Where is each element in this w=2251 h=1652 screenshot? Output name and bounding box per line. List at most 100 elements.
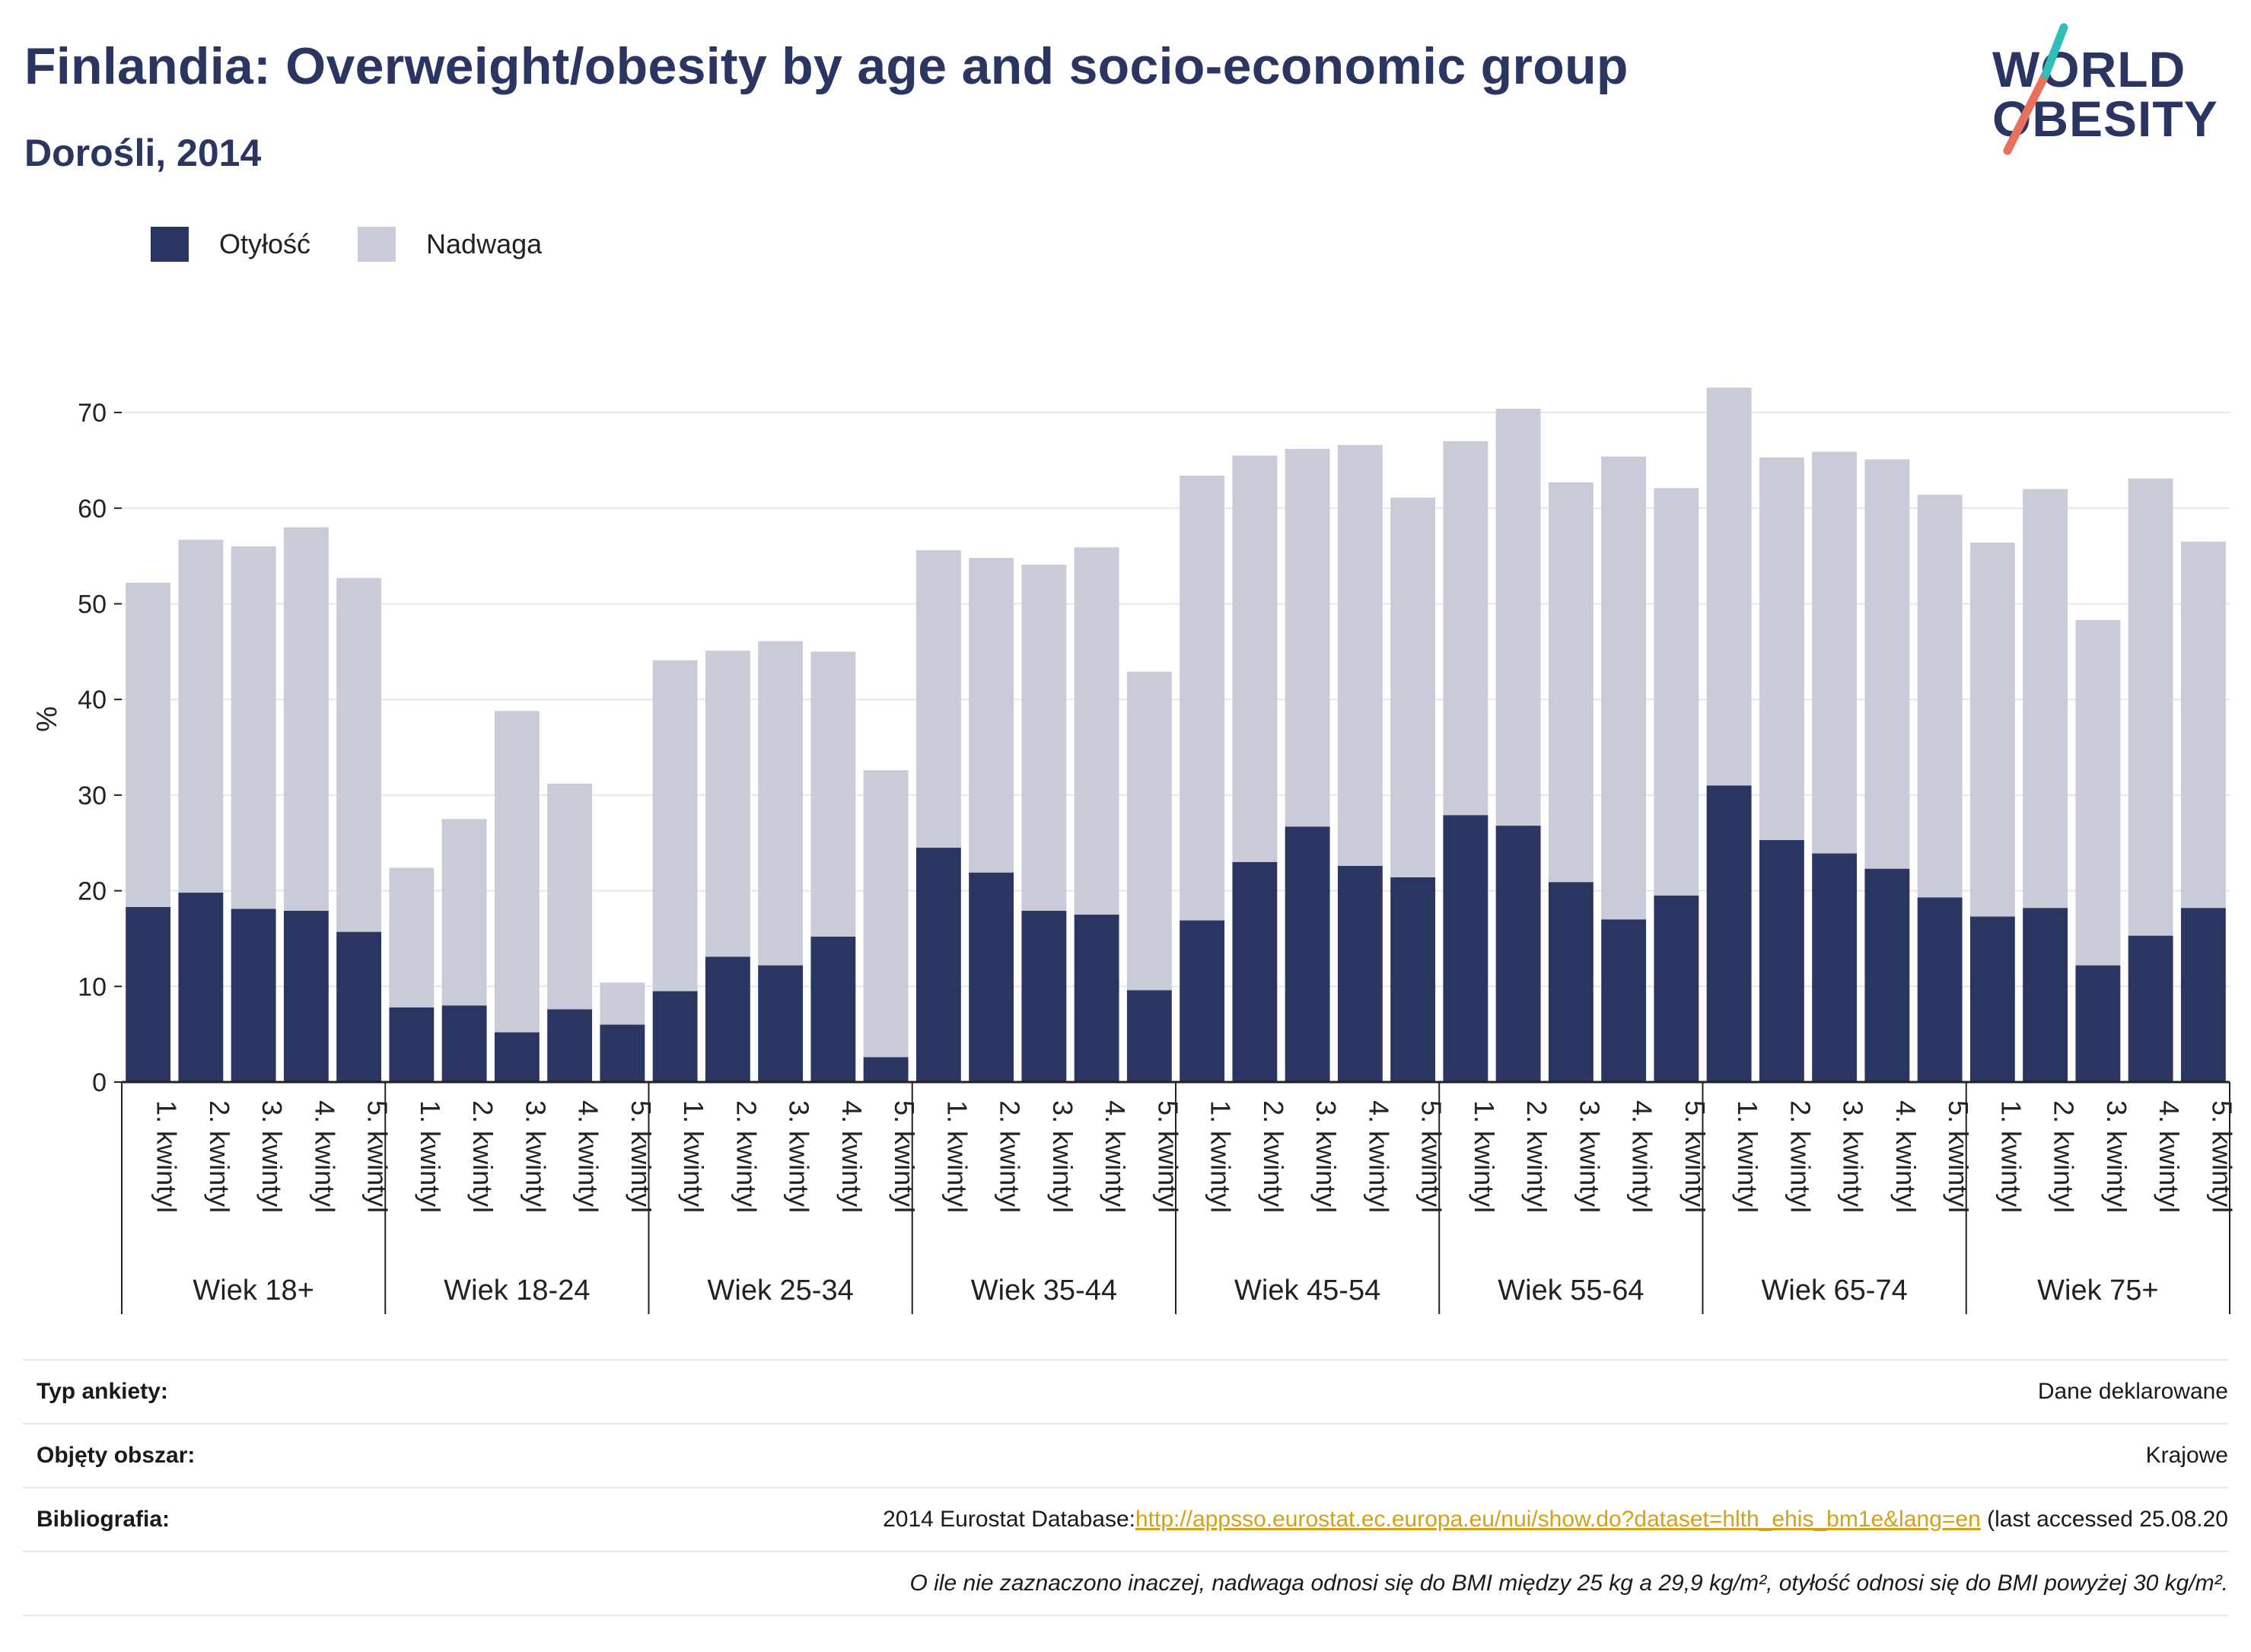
y-tick-label: 10 <box>78 972 107 1001</box>
x-tick-label: 1. kwintyl <box>1205 1100 1237 1213</box>
bar-overweight <box>2075 619 2121 966</box>
bar-obesity <box>1126 990 1172 1082</box>
bar-obesity <box>441 1005 487 1082</box>
bar-obesity <box>1917 897 1963 1082</box>
bibliography-link[interactable]: http://appsso.eurostat.ec.europa.eu/nui/… <box>1135 1507 1981 1532</box>
y-tick-label: 20 <box>78 877 107 906</box>
x-tick-label: 3. kwintyl <box>2101 1100 2132 1213</box>
bar-obesity <box>652 991 698 1082</box>
x-tick-label: 1. kwintyl <box>1469 1100 1500 1213</box>
bar-obesity <box>1021 910 1067 1082</box>
legend-swatch-overweight <box>358 227 396 262</box>
bar-obesity <box>1337 865 1383 1082</box>
bar-overweight <box>1126 671 1172 991</box>
bar-obesity <box>915 848 961 1082</box>
x-tick-label: 5. kwintyl <box>362 1100 393 1213</box>
bar-obesity <box>1180 920 1225 1082</box>
bar-obesity <box>1969 916 2015 1082</box>
bar-overweight <box>1601 456 1647 920</box>
bar-obesity <box>1548 882 1594 1082</box>
bar-overweight <box>915 550 961 848</box>
definition-note: O ile nie zaznaczono inaczej, nadwaga od… <box>909 1571 2228 1596</box>
x-tick-label: 5. kwintyl <box>1943 1100 1974 1213</box>
info-row-survey-type: Typ ankiety: Dane deklarowane <box>23 1359 2228 1423</box>
x-tick-label: 5. kwintyl <box>626 1100 657 1213</box>
bar-overweight <box>1232 455 1278 862</box>
bar-obesity <box>389 1007 435 1082</box>
bar-overweight <box>1917 495 1963 898</box>
bar-obesity <box>1706 785 1752 1082</box>
bar-overweight <box>863 770 909 1058</box>
bar-overweight <box>652 660 698 992</box>
group-label: Wiek 65-74 <box>1762 1275 1908 1307</box>
bar-overweight <box>494 711 540 1033</box>
y-tick-label: 70 <box>78 399 107 428</box>
bar-chart: 0 10 20 30 40 50 60 70% 1. kwintyl 2. kwintyl 3. k… <box>31 387 2237 1314</box>
bar-obesity <box>1285 826 1330 1082</box>
chart-subtitle: Dorośli, 2014 <box>24 132 262 174</box>
x-tick-label: 1. kwintyl <box>941 1100 973 1213</box>
x-tick-label: 4. kwintyl <box>309 1100 340 1213</box>
info-row-coverage: Objęty obszar: Krajowe <box>23 1423 2228 1487</box>
bar-overweight <box>1443 441 1488 816</box>
x-tick-label: 1. kwintyl <box>678 1100 709 1213</box>
bar-obesity <box>758 965 804 1082</box>
y-tick-label: 30 <box>78 781 107 810</box>
coverage-value: Krajowe <box>2145 1443 2228 1468</box>
legend-label-overweight: Nadwaga <box>426 228 543 259</box>
x-tick-label: 4. kwintyl <box>2154 1100 2185 1213</box>
bar-obesity <box>1601 919 1647 1082</box>
bar-overweight <box>1759 457 1804 840</box>
bar-overweight <box>126 582 171 907</box>
x-tick-label: 3. kwintyl <box>1838 1100 1869 1213</box>
bar-obesity <box>1864 868 1910 1082</box>
bar-overweight <box>1390 497 1436 878</box>
bar-overweight <box>705 651 750 957</box>
y-tick-label: 60 <box>78 495 107 524</box>
x-tick-label: 1. kwintyl <box>1732 1100 1763 1213</box>
x-tick-label: 2. kwintyl <box>995 1100 1026 1213</box>
bar-overweight <box>1706 387 1752 786</box>
bar-obesity <box>2075 965 2121 1082</box>
bar-obesity <box>283 910 329 1082</box>
bar-overweight <box>2128 478 2173 936</box>
bar-overweight <box>441 819 487 1006</box>
group-label: Wiek 75+ <box>2037 1275 2158 1307</box>
group-label: Wiek 45-54 <box>1234 1275 1380 1307</box>
logo-slash-icon <box>2003 23 2068 155</box>
bar-obesity <box>547 1009 593 1082</box>
bar-obesity <box>600 1024 645 1082</box>
x-tick-label: 5. kwintyl <box>889 1100 920 1213</box>
bar-overweight <box>1495 409 1541 826</box>
bar-overweight <box>547 783 593 1010</box>
bar-obesity <box>1390 877 1436 1082</box>
bar-overweight <box>1021 564 1067 911</box>
x-tick-label: 1. kwintyl <box>415 1100 446 1213</box>
bar-obesity <box>2128 935 2173 1082</box>
bar-overweight <box>178 540 224 893</box>
world-obesity-logo: WORLD OBESITY <box>1979 21 2237 158</box>
legend-label-obesity: Otyłość <box>219 228 311 259</box>
coverage-label: Objęty obszar: <box>37 1443 196 1468</box>
x-tick-label: 5. kwintyl <box>2206 1100 2237 1213</box>
x-tick-label: 1. kwintyl <box>151 1100 183 1213</box>
group-label: Wiek 35-44 <box>971 1275 1117 1307</box>
bar-overweight <box>1285 448 1330 827</box>
bar-obesity <box>2180 908 2226 1082</box>
bar-overweight <box>1180 476 1225 921</box>
x-tick-label: 4. kwintyl <box>836 1100 868 1213</box>
bar-overweight <box>2180 541 2226 909</box>
x-tick-label: 2. kwintyl <box>2049 1100 2080 1213</box>
y-axis-label: % <box>31 706 63 732</box>
survey-type-value: Dane deklarowane <box>2037 1379 2228 1404</box>
x-tick-label: 5. kwintyl <box>1679 1100 1711 1213</box>
bar-overweight <box>1074 547 1119 915</box>
bar-obesity <box>1495 826 1541 1082</box>
bar-obesity <box>178 893 224 1082</box>
x-tick-label: 4. kwintyl <box>1627 1100 1658 1213</box>
x-tick-label: 2. kwintyl <box>1521 1100 1552 1213</box>
x-tick-label: 3. kwintyl <box>520 1100 551 1213</box>
legend-item-obesity: Otyłość <box>151 227 310 262</box>
survey-type-label: Typ ankiety: <box>37 1379 168 1404</box>
bar-obesity <box>1443 815 1488 1082</box>
